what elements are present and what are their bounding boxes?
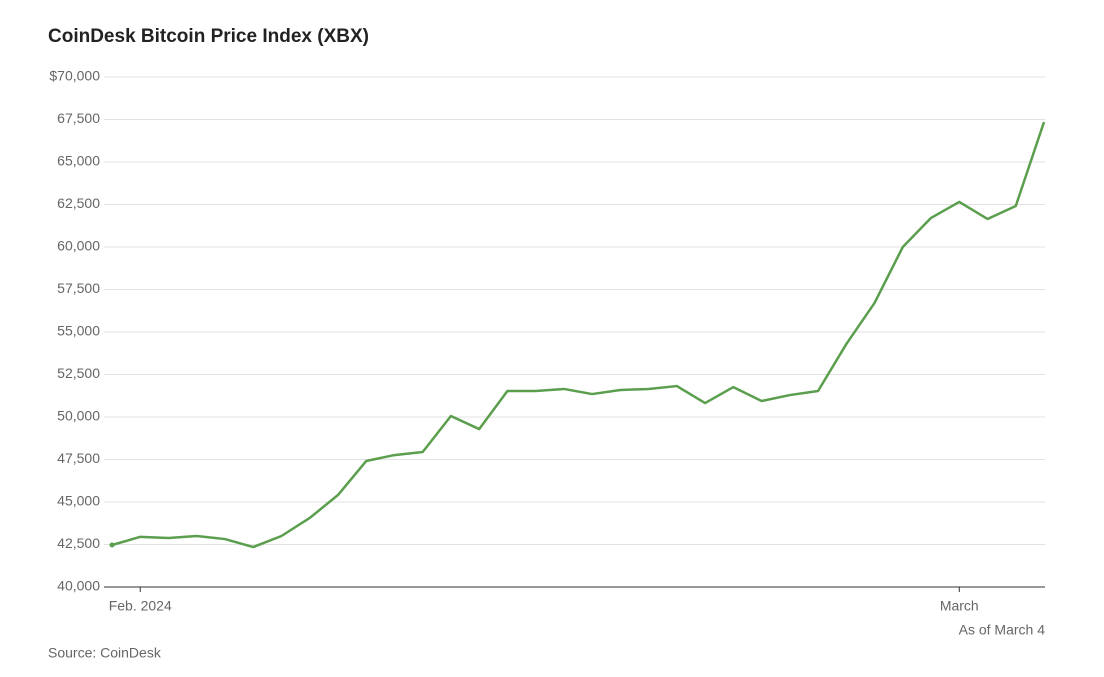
y-tick-label: 47,500	[57, 450, 100, 466]
y-tick-label: 65,000	[57, 153, 100, 169]
y-tick-label: 67,500	[57, 110, 100, 126]
y-tick-label: 40,000	[57, 578, 100, 594]
y-tick-label: 62,500	[57, 195, 100, 211]
annotation: As of March 4	[959, 622, 1046, 638]
source: Source: CoinDesk	[48, 645, 162, 661]
y-tick-label: 60,000	[57, 238, 100, 254]
y-tick-label: 45,000	[57, 493, 100, 509]
chart-title: CoinDesk Bitcoin Price Index (XBX)	[48, 26, 369, 47]
start-dot	[109, 542, 115, 548]
y-tick-label: $70,000	[49, 68, 100, 84]
y-tick-label: 52,500	[57, 365, 100, 381]
y-tick-label: 42,500	[57, 535, 100, 551]
y-tick-label: 57,500	[57, 280, 100, 296]
y-tick-label: 50,000	[57, 408, 100, 424]
x-tick-label: March	[940, 598, 979, 614]
price-line	[111, 121, 1046, 549]
y-tick-label: 55,000	[57, 323, 100, 339]
x-tick-label: Feb. 2024	[109, 598, 172, 614]
